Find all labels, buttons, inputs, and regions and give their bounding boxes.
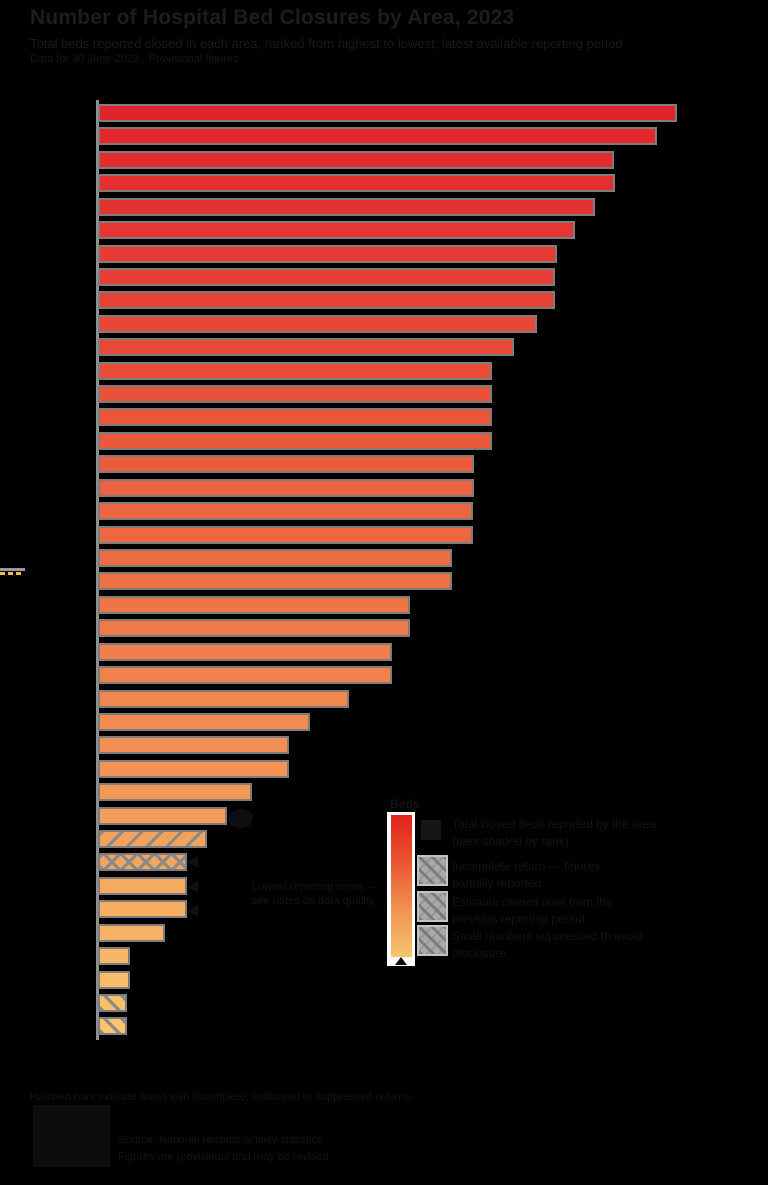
chart-subtitle: Total beds reported closed in each area,… bbox=[30, 36, 623, 51]
bar-row-17 bbox=[98, 479, 474, 497]
bar-row-10 bbox=[98, 315, 537, 333]
bar-row-38 bbox=[98, 971, 130, 989]
annotation-line2: see notes on data quality bbox=[252, 895, 375, 907]
bar-row-30 bbox=[98, 783, 252, 801]
bar-row-4 bbox=[98, 174, 615, 192]
legend-item-2: Incomplete return — figures partially re… bbox=[452, 858, 720, 892]
bar-row-14 bbox=[98, 408, 492, 426]
colorbar-gradient bbox=[391, 815, 412, 957]
legend-item-1: Total closed beds reported by the area (… bbox=[452, 816, 720, 850]
legend-item-3: Estimate carried over from the previous … bbox=[452, 894, 720, 928]
bar-row-20 bbox=[98, 549, 452, 567]
marker-gray-line bbox=[0, 568, 25, 571]
chart-dateline: Data for 30 June 2023 · Provisional figu… bbox=[30, 53, 239, 65]
bar-row-7 bbox=[98, 245, 557, 263]
bar-row-6 bbox=[98, 221, 575, 239]
chart-title: Number of Hospital Bed Closures by Area,… bbox=[30, 6, 515, 29]
legend-item-3-line2: previous reporting period bbox=[452, 912, 585, 926]
legend-item-4-line1: Small numbers suppressed to avoid bbox=[452, 929, 643, 943]
bar-row-18 bbox=[98, 502, 473, 520]
colorbar-panel bbox=[387, 812, 415, 966]
annotation-circle bbox=[228, 809, 253, 828]
bar-row-15 bbox=[98, 432, 492, 450]
bar-row-35 bbox=[98, 900, 187, 918]
bar-row-31 bbox=[98, 807, 227, 825]
annotation-arrow-icon bbox=[187, 856, 198, 868]
legend-item-2-line2: partially reported bbox=[452, 876, 542, 890]
footnote-line-3: Figures are provisional and may be revis… bbox=[118, 1151, 329, 1163]
annotation-arrow-icon bbox=[187, 905, 198, 917]
bar-row-5 bbox=[98, 198, 595, 216]
bar-row-12 bbox=[98, 362, 492, 380]
legend-item-1-line2: (bars shaded by rank) bbox=[452, 834, 569, 848]
legend-item-4: Small numbers suppressed to avoid disclo… bbox=[452, 928, 720, 962]
bar-row-22 bbox=[98, 596, 410, 614]
legend-title: Beds bbox=[390, 797, 420, 811]
bar-row-28 bbox=[98, 736, 289, 754]
legend-item-4-line2: disclosure bbox=[452, 946, 507, 960]
footnote-line-2: Source: National hospital activity stati… bbox=[118, 1134, 323, 1146]
bar-row-8 bbox=[98, 268, 555, 286]
legend-item-3-line1: Estimate carried over from the bbox=[452, 895, 613, 909]
marker-yellow-dashes bbox=[0, 572, 22, 575]
legend-swatch-hatch-2 bbox=[417, 891, 448, 922]
footer-logo bbox=[33, 1105, 110, 1167]
bar-row-39 bbox=[98, 994, 127, 1012]
bar-row-37 bbox=[98, 947, 130, 965]
bar-row-3 bbox=[98, 151, 614, 169]
bar-row-2 bbox=[98, 127, 657, 145]
bar-row-34 bbox=[98, 877, 187, 895]
bar-row-1 bbox=[98, 104, 677, 122]
annotation-text: Lowest reporting areas — see notes on da… bbox=[252, 880, 392, 908]
bar-row-13 bbox=[98, 385, 492, 403]
bar-row-26 bbox=[98, 690, 349, 708]
bar-row-33 bbox=[98, 853, 187, 871]
bar-row-19 bbox=[98, 526, 473, 544]
bar-row-23 bbox=[98, 619, 410, 637]
bar-row-24 bbox=[98, 643, 392, 661]
bar-row-25 bbox=[98, 666, 392, 684]
footnote-line-1: Hatched bars indicate areas with incompl… bbox=[30, 1091, 413, 1103]
bar-row-11 bbox=[98, 338, 514, 356]
bar-row-16 bbox=[98, 455, 474, 473]
colorbar-pointer-icon bbox=[395, 957, 407, 965]
axis-highlight-marker bbox=[0, 568, 25, 577]
bar-row-9 bbox=[98, 291, 555, 309]
annotation-line1: Lowest reporting areas — bbox=[252, 881, 378, 893]
legend-item-2-line1: Incomplete return — figures bbox=[452, 859, 601, 873]
annotation-arrow-icon bbox=[187, 881, 198, 893]
bar-row-29 bbox=[98, 760, 289, 778]
legend-swatch-dark bbox=[421, 820, 441, 840]
legend-swatch-hatch-3 bbox=[417, 925, 448, 956]
bar-row-32 bbox=[98, 830, 207, 848]
bar-row-21 bbox=[98, 572, 452, 590]
bar-row-36 bbox=[98, 924, 165, 942]
bar-row-40 bbox=[98, 1017, 127, 1035]
y-axis-line bbox=[96, 100, 99, 1040]
legend-swatch-hatch-1 bbox=[417, 855, 448, 886]
legend-item-1-line1: Total closed beds reported by the area bbox=[452, 817, 657, 831]
legend: Beds Total closed beds reported by the a… bbox=[385, 797, 725, 967]
bar-row-27 bbox=[98, 713, 310, 731]
